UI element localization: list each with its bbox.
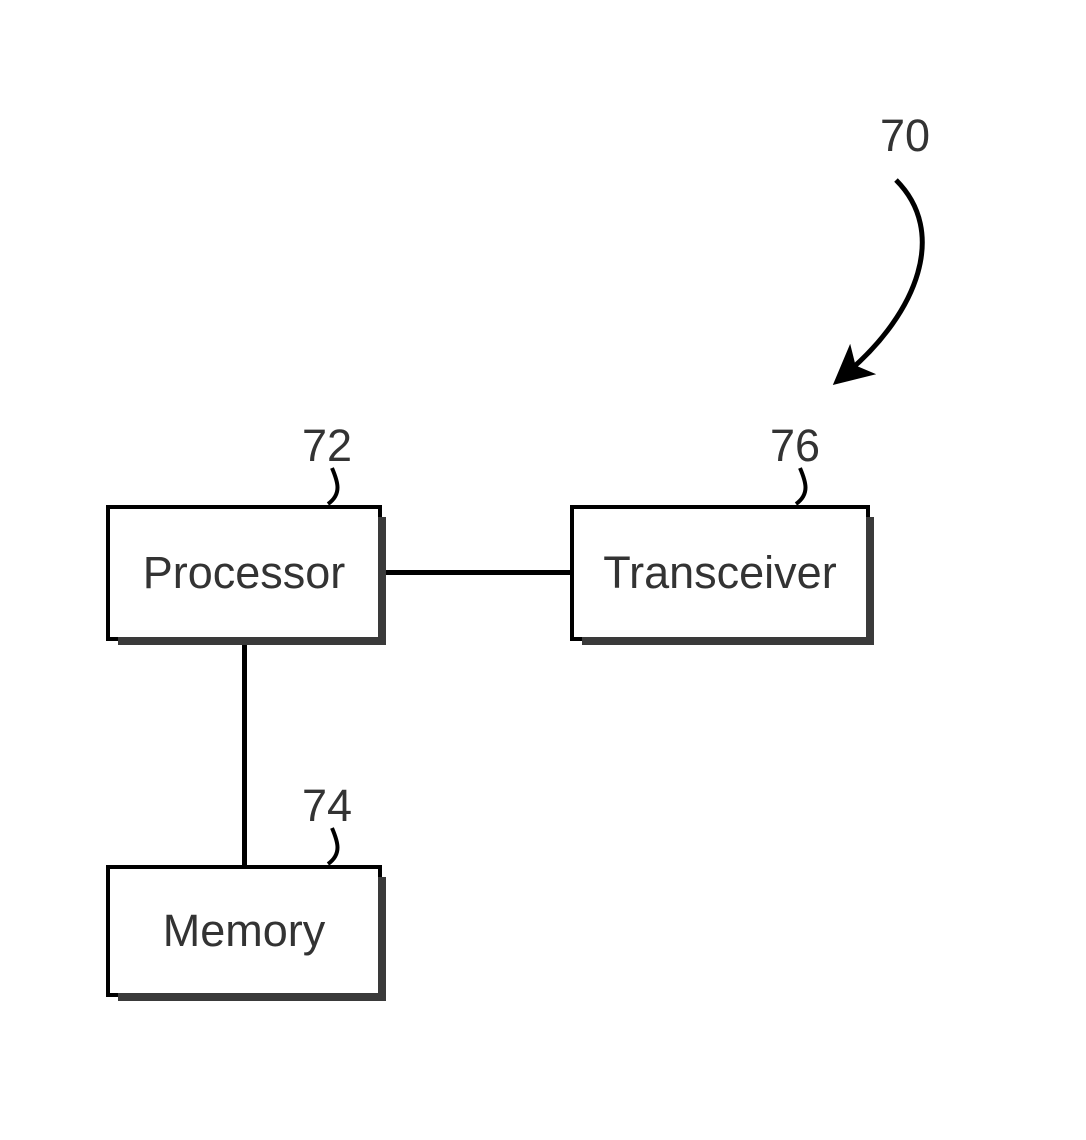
connector-processor-transceiver	[382, 570, 570, 575]
block-shadow	[866, 517, 874, 645]
system-ref-arrow	[888, 162, 1008, 392]
block-shadow	[118, 637, 386, 645]
transceiver-ref-label: 76	[770, 420, 820, 472]
memory-ref-label: 74	[302, 780, 352, 832]
transceiver-label: Transceiver	[603, 547, 836, 599]
diagram-canvas: 70 72 76 74 Processor Transceiver	[0, 0, 1086, 1140]
memory-block: Memory	[106, 865, 382, 997]
connector-processor-memory	[242, 641, 247, 865]
block-shadow	[378, 877, 386, 1001]
processor-ref-tick	[320, 468, 360, 508]
block-shadow	[582, 637, 874, 645]
transceiver-ref-tick	[788, 468, 828, 508]
memory-ref-tick	[320, 828, 360, 868]
block-shadow	[118, 993, 386, 1001]
transceiver-block: Transceiver	[570, 505, 870, 641]
system-ref-label: 70	[880, 110, 930, 162]
memory-label: Memory	[163, 905, 326, 957]
processor-ref-label: 72	[302, 420, 352, 472]
processor-block: Processor	[106, 505, 382, 641]
block-shadow	[378, 517, 386, 645]
processor-label: Processor	[143, 547, 346, 599]
